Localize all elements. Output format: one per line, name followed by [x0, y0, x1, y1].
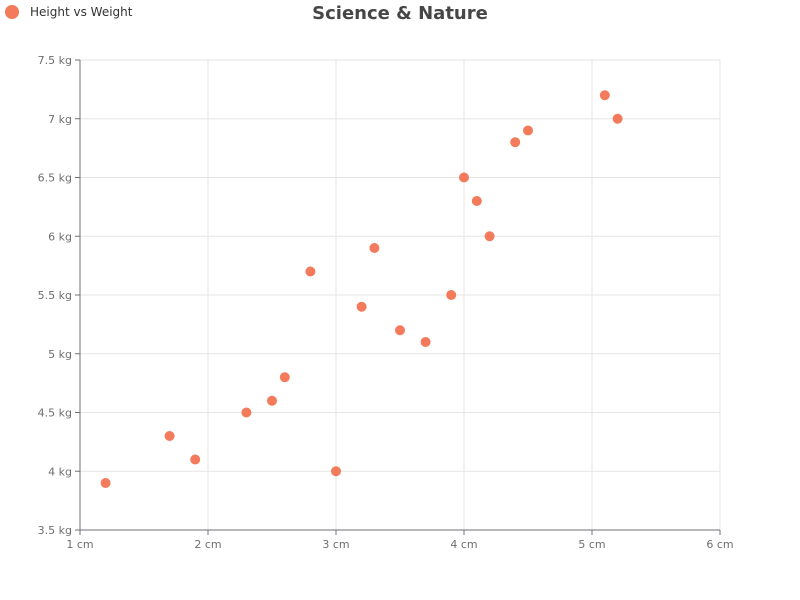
data-point[interactable] — [100, 478, 111, 488]
data-point[interactable] — [331, 466, 341, 477]
legend-marker — [5, 5, 19, 19]
data-point[interactable] — [599, 90, 610, 101]
y-tick-label: 3.5 kg — [38, 524, 72, 537]
chart-title: Science & Nature — [312, 3, 488, 24]
y-tick-label: 4 kg — [48, 465, 72, 478]
data-point[interactable] — [459, 172, 469, 183]
data-point[interactable] — [510, 137, 521, 148]
grid — [79, 59, 721, 531]
data-point[interactable] — [484, 231, 495, 242]
data-point[interactable] — [356, 301, 367, 312]
data-point[interactable] — [164, 431, 175, 441]
x-tick-label: 1 cm — [66, 538, 93, 551]
data-point[interactable] — [369, 243, 380, 253]
legend-label: Height vs Weight — [30, 5, 133, 19]
y-tick-label: 4.5 kg — [38, 407, 72, 420]
data-point[interactable] — [267, 395, 277, 406]
data-point[interactable] — [446, 290, 457, 300]
tick-labels: 1 cm 2 cm 3 cm 4 cm 5 cm 6 cm 3.5 kg 4 kg 4.5 kg… — [38, 54, 734, 551]
y-tick-label: 7 kg — [48, 113, 72, 126]
data-point[interactable] — [305, 266, 316, 277]
data-point[interactable] — [420, 337, 431, 347]
data-point[interactable] — [523, 125, 533, 136]
data-points — [100, 90, 623, 488]
x-tick-label: 5 cm — [578, 538, 605, 551]
data-point[interactable] — [241, 407, 252, 418]
data-point[interactable] — [279, 372, 290, 383]
data-point[interactable] — [471, 196, 482, 206]
data-point[interactable] — [612, 113, 623, 124]
y-tick-label: 6 kg — [48, 230, 72, 243]
y-tick-label: 5.5 kg — [38, 289, 72, 302]
y-tick-label: 7.5 kg — [38, 54, 72, 67]
x-tick-label: 6 cm — [706, 538, 733, 551]
legend[interactable]: Height vs Weight — [5, 5, 133, 19]
data-point[interactable] — [190, 454, 201, 465]
data-point[interactable] — [395, 325, 405, 336]
y-tick-label: 6.5 kg — [38, 172, 72, 185]
x-tick-label: 3 cm — [322, 538, 349, 551]
x-tick-label: 2 cm — [194, 538, 221, 551]
x-tick-label: 4 cm — [450, 538, 477, 551]
y-tick-label: 5 kg — [48, 348, 72, 361]
